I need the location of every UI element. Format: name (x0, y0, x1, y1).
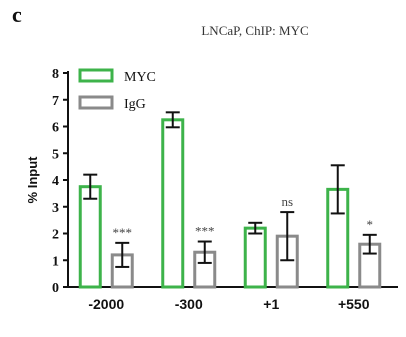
legend-label-myc: MYC (124, 70, 156, 85)
y-tick-label: 1 (52, 254, 59, 269)
legend: MYC IgG (78, 68, 156, 112)
x-tick-label: -300 (175, 296, 203, 312)
y-tick-label: 7 (52, 94, 59, 109)
y-tick-label: 4 (52, 174, 59, 189)
y-tick-label: 3 (52, 201, 59, 216)
y-tick-label: 2 (52, 228, 59, 243)
chart-title: LNCaP, ChIP: MYC (201, 23, 308, 38)
legend-swatch-myc (78, 68, 114, 83)
bar-myc (161, 118, 185, 289)
significance-label: *** (195, 224, 215, 239)
bar-myc (243, 226, 267, 289)
x-tick-label: -2000 (88, 296, 124, 312)
y-axis-label: % Input (25, 156, 40, 204)
x-tick-label: +550 (338, 296, 370, 312)
legend-swatch-igg (78, 95, 114, 110)
significance-label: * (367, 217, 374, 232)
y-tick-label: 5 (52, 147, 59, 162)
y-tick-label: 0 (52, 281, 59, 296)
bar-myc (78, 185, 102, 289)
x-tick-label: +1 (263, 296, 279, 312)
significance-label: *** (113, 225, 133, 240)
y-tick-label: 8 (52, 67, 59, 82)
bars: *** *** ns * (78, 111, 382, 289)
legend-label-igg: IgG (124, 97, 146, 112)
y-tick-label: 6 (52, 121, 59, 136)
panel-label: c (12, 2, 22, 27)
significance-label: ns (281, 194, 293, 209)
